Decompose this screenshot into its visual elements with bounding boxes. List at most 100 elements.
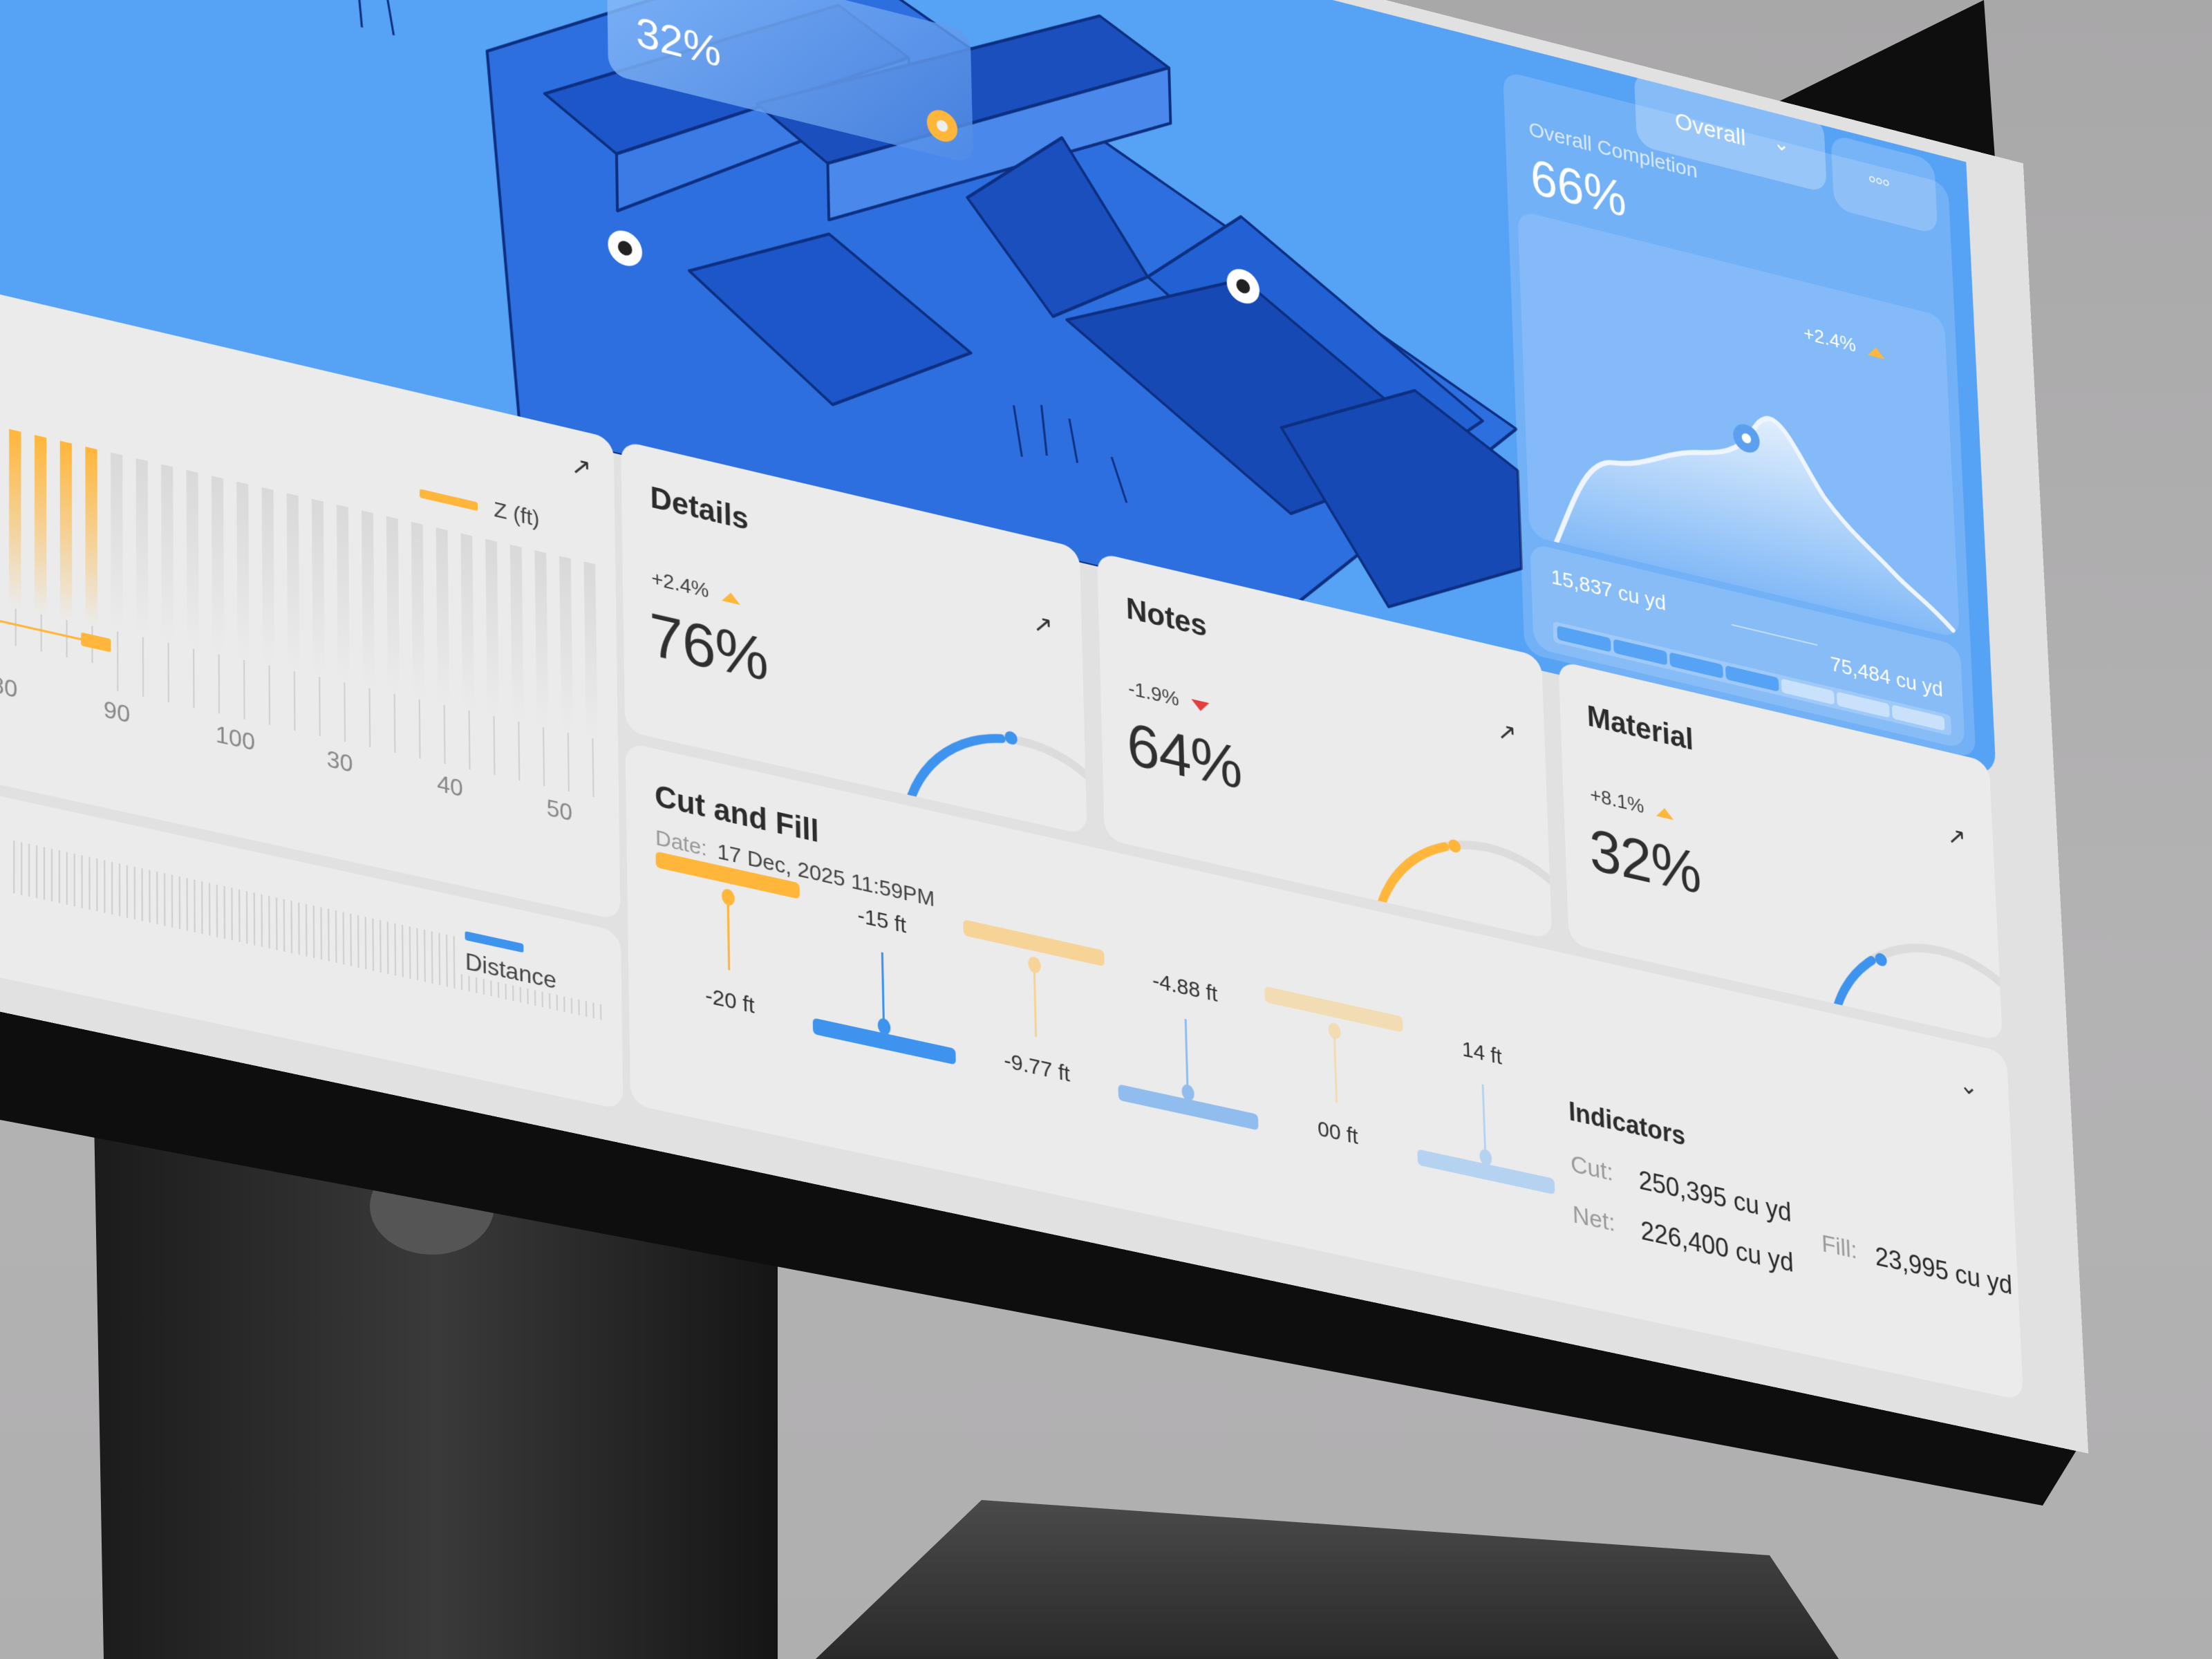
elevation-bar [337, 505, 350, 684]
arrow-up-right-icon[interactable]: ↗ [1033, 608, 1053, 641]
progress-segment [1837, 691, 1890, 718]
tick [261, 894, 263, 947]
tick [179, 877, 180, 930]
tick [276, 897, 278, 950]
elevation-bar [9, 429, 21, 610]
tick [294, 671, 296, 731]
tick [402, 925, 404, 977]
elevation-bar [510, 545, 524, 723]
progress-segment [1725, 665, 1779, 691]
tick [149, 870, 150, 923]
tick [224, 886, 226, 939]
tick [424, 930, 426, 982]
tick [15, 608, 17, 646]
tick [543, 727, 545, 787]
trend-up-icon [722, 590, 740, 605]
tick-label: 50 [546, 794, 572, 827]
trend-up-icon [1656, 806, 1674, 820]
elevation-bar [534, 550, 548, 729]
tick [306, 904, 308, 957]
net-value: 226,400 cu yd [1640, 1215, 1794, 1278]
marker-label: 14 ft [1413, 1027, 1550, 1081]
tick [313, 906, 315, 958]
tick [66, 620, 67, 657]
elevation-bar [111, 453, 123, 633]
elevation-bar [312, 499, 325, 678]
arrow-right-icon [1732, 624, 1817, 646]
tick [283, 899, 285, 952]
tick [409, 926, 411, 979]
tick [368, 688, 371, 747]
tick [74, 854, 75, 907]
arrow-up-right-icon[interactable]: ↗ [1947, 821, 1967, 853]
tick [231, 888, 233, 940]
tick [41, 615, 42, 652]
marker-label: 00 ft [1268, 1106, 1408, 1161]
tick [134, 867, 135, 920]
tick [96, 859, 97, 912]
elevation-bar [362, 510, 375, 689]
tick [469, 711, 471, 770]
tick [167, 643, 169, 702]
chevron-down-icon[interactable]: ⌄ [1958, 1070, 1978, 1103]
elevation-bar [35, 435, 46, 615]
tick [328, 909, 330, 962]
tick [446, 935, 448, 987]
tick [319, 677, 321, 736]
from-volume: 15,837 cu yd [1550, 565, 1667, 616]
progress-segment [1557, 626, 1611, 653]
tick [104, 860, 105, 913]
progress-segment [1892, 704, 1945, 731]
tick [186, 878, 187, 931]
indicators-title: Indicators [1568, 1096, 1686, 1152]
elevation-bar [136, 458, 149, 639]
tick [320, 907, 322, 959]
tick [431, 931, 433, 984]
tick [592, 738, 594, 797]
fill-value: 23,995 cu yd [1875, 1241, 2013, 1301]
marker-fill[interactable]: -4.88 ft [1112, 852, 1262, 1239]
marker-fill[interactable]: 14 ft [1409, 919, 1559, 1302]
tick [238, 890, 241, 942]
tick [568, 733, 570, 792]
tick [216, 885, 218, 937]
marker-cut[interactable]: -9.77 ft [961, 818, 1111, 1207]
marker-label: -15 ft [810, 893, 953, 950]
elevation-bar [287, 493, 300, 672]
elevation-bar [236, 482, 249, 662]
tick [419, 700, 421, 759]
tick [444, 705, 446, 765]
tick [171, 874, 173, 928]
marker-cut[interactable]: 00 ft [1262, 885, 1412, 1270]
tick [164, 873, 165, 926]
tick [142, 637, 144, 697]
tick [394, 923, 396, 975]
tick [518, 722, 520, 781]
tick [243, 659, 245, 719]
tick-label: 80 [0, 671, 17, 704]
tick-label: 90 [104, 695, 131, 729]
chevron-down-icon: ⌄ [1772, 130, 1790, 158]
tick [119, 863, 120, 917]
floating-stat-value: 32% [636, 7, 722, 77]
marker-label: -20 ft [657, 973, 802, 1030]
elevation-bar [85, 447, 97, 627]
tick [438, 932, 440, 985]
progress-segment [1781, 679, 1835, 705]
elevation-bar [386, 516, 400, 695]
tick [350, 914, 352, 966]
arrow-up-right-icon[interactable]: ↗ [1497, 716, 1517, 749]
tick [126, 865, 128, 918]
marker-cut[interactable]: -20 ft [654, 749, 804, 1141]
tick [365, 917, 367, 969]
tick [298, 902, 300, 955]
tick [379, 920, 382, 973]
elevation-bar [261, 487, 274, 667]
tick [335, 910, 337, 963]
net-label: Net: [1572, 1201, 1615, 1238]
tick [141, 868, 142, 921]
tick [218, 654, 221, 713]
tick [209, 883, 210, 935]
marker-fill[interactable]: -15 ft [808, 783, 958, 1174]
fill-label: Fill: [1821, 1230, 1857, 1266]
